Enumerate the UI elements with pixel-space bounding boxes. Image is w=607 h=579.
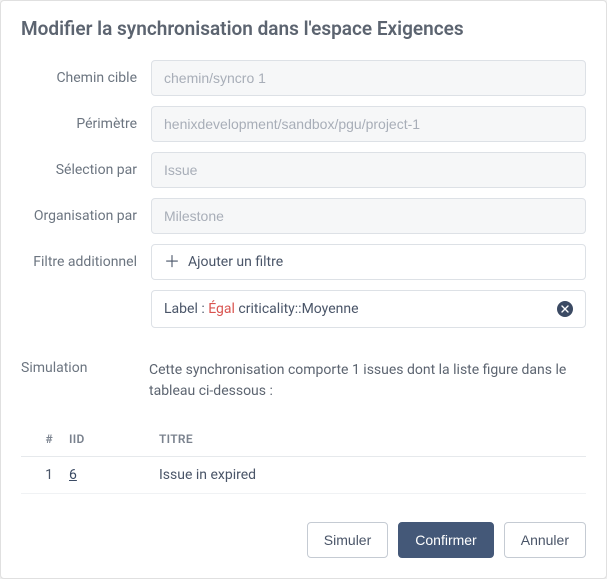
col-titre: TITRE bbox=[151, 422, 586, 457]
add-filter-button[interactable]: ＋ Ajouter un filtre bbox=[151, 244, 586, 280]
table-header-row: # IID TITRE bbox=[21, 422, 586, 457]
table-body: 1 6 Issue in expired bbox=[21, 457, 586, 494]
selection-input[interactable] bbox=[151, 152, 586, 188]
filter-operator: Égal bbox=[208, 301, 235, 317]
row-selection: Sélection par bbox=[21, 152, 586, 188]
modal-footer: Simuler Confirmer Annuler bbox=[1, 504, 606, 578]
modal-body: Chemin cible Périmètre Sélection par Org… bbox=[1, 48, 606, 342]
annuler-button[interactable]: Annuler bbox=[504, 522, 586, 558]
organisation-input[interactable] bbox=[151, 198, 586, 234]
cell-titre: Issue in expired bbox=[151, 457, 586, 494]
perimetre-input[interactable] bbox=[151, 106, 586, 142]
cell-idx: 1 bbox=[21, 457, 61, 494]
col-iid: IID bbox=[61, 422, 151, 457]
filter-value: criticality::Moyenne bbox=[235, 301, 359, 317]
iid-link[interactable]: 6 bbox=[69, 467, 77, 483]
simulation-row: Simulation Cette synchronisation comport… bbox=[21, 360, 586, 402]
chemin-label: Chemin cible bbox=[21, 70, 151, 86]
selection-label: Sélection par bbox=[21, 162, 151, 178]
simulation-text: Cette synchronisation comporte 1 issues … bbox=[149, 360, 586, 402]
modal-header: Modifier la synchronisation dans l'espac… bbox=[1, 1, 606, 48]
chemin-input[interactable] bbox=[151, 60, 586, 96]
filter-chip-text: Label : Égal criticality::Moyenne bbox=[164, 301, 359, 317]
plus-icon: ＋ bbox=[164, 254, 180, 270]
issues-table: # IID TITRE 1 6 Issue in expired bbox=[21, 422, 586, 494]
filter-chip: Label : Égal criticality::Moyenne bbox=[151, 290, 586, 328]
organisation-label: Organisation par bbox=[21, 208, 151, 224]
row-perimetre: Périmètre bbox=[21, 106, 586, 142]
table-row: 1 6 Issue in expired bbox=[21, 457, 586, 494]
perimetre-label: Périmètre bbox=[21, 116, 151, 132]
filter-chip-row: Label : Égal criticality::Moyenne bbox=[21, 290, 586, 328]
confirmer-button[interactable]: Confirmer bbox=[398, 522, 493, 558]
simulation-section: Simulation Cette synchronisation comport… bbox=[1, 342, 606, 504]
row-organisation: Organisation par bbox=[21, 198, 586, 234]
modal-title: Modifier la synchronisation dans l'espac… bbox=[21, 17, 586, 40]
col-idx: # bbox=[21, 422, 61, 457]
row-filtre: Filtre additionnel ＋ Ajouter un filtre bbox=[21, 244, 586, 280]
cell-iid: 6 bbox=[61, 457, 151, 494]
filter-prefix: Label : bbox=[164, 301, 208, 317]
simulation-label: Simulation bbox=[21, 360, 121, 402]
close-icon[interactable] bbox=[557, 301, 573, 317]
filtre-label: Filtre additionnel bbox=[21, 254, 151, 270]
add-filter-text: Ajouter un filtre bbox=[188, 254, 283, 270]
simuler-button[interactable]: Simuler bbox=[307, 522, 388, 558]
sync-modal: Modifier la synchronisation dans l'espac… bbox=[0, 0, 607, 579]
row-chemin: Chemin cible bbox=[21, 60, 586, 96]
